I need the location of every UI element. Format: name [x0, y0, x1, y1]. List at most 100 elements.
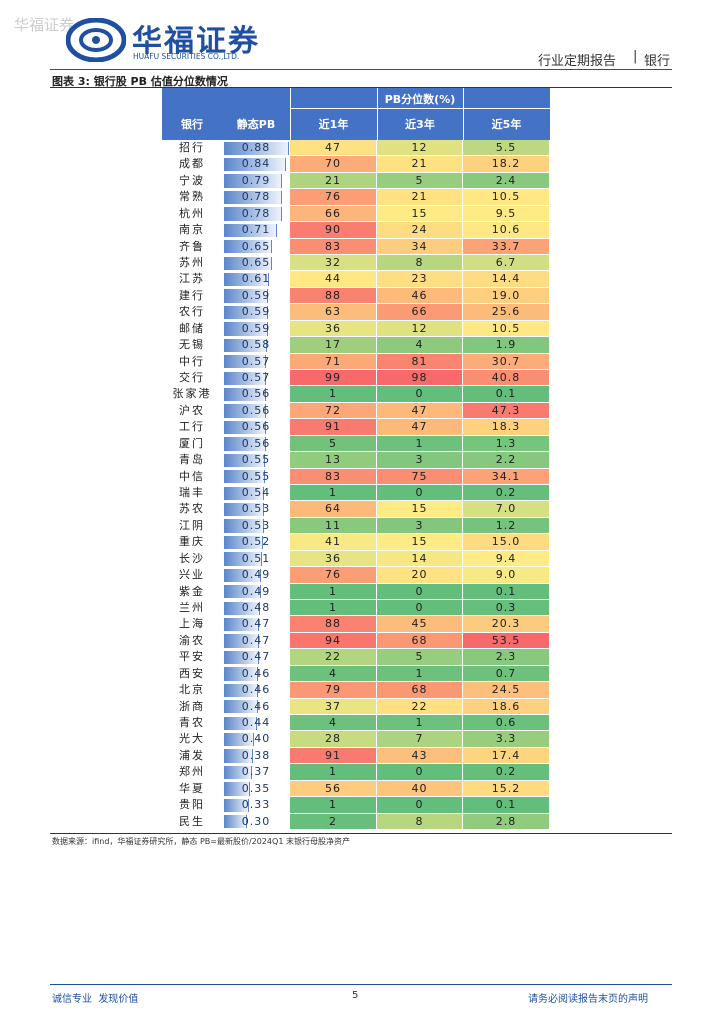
pb-value: 0.59 — [222, 304, 290, 321]
watermark: 华福证券 — [14, 16, 75, 34]
pb-value: 0.51 — [222, 551, 290, 568]
caption: 图表 3: 银行股 PB 估值分位数情况 — [52, 75, 228, 88]
percentile-value: 37 — [290, 698, 377, 715]
group-header: PB分位数(%) — [384, 93, 456, 106]
data-bar — [224, 601, 260, 615]
data-bar — [224, 617, 260, 632]
percentile-value: 36 — [290, 320, 377, 338]
percentile-value: 1 — [290, 600, 377, 617]
source-rule — [50, 833, 672, 834]
data-bar — [224, 387, 266, 402]
percentile-value: 0.2 — [463, 485, 550, 502]
pb-value: 0.65 — [222, 239, 290, 255]
bank-name: 厦门 — [162, 436, 222, 453]
percentile-value: 0.1 — [463, 583, 550, 600]
bank-name: 无锡 — [162, 337, 222, 354]
percentile-value: 0.3 — [463, 600, 550, 617]
bank-name: 浦发 — [162, 748, 222, 765]
bank-name: 华夏 — [162, 781, 222, 798]
percentile-value: 10.5 — [463, 189, 550, 206]
percentile-value: 18.6 — [463, 698, 550, 715]
data-bar — [224, 470, 265, 484]
data-bar — [224, 486, 265, 500]
percentile-value: 2.3 — [463, 649, 550, 666]
percentile-value: 21 — [290, 172, 377, 190]
percentile-value: 66 — [377, 304, 463, 321]
data-bar — [224, 552, 263, 566]
pb-value: 0.59 — [222, 288, 290, 305]
pb-value: 0.57 — [222, 354, 290, 370]
percentile-value: 0.7 — [463, 665, 550, 683]
header-rule — [50, 69, 672, 70]
bank-name: 上海 — [162, 616, 222, 633]
percentile-value: 24 — [377, 222, 463, 239]
bank-name: 贵阳 — [162, 797, 222, 814]
percentile-value: 83 — [290, 468, 377, 485]
percentile-value: 88 — [290, 616, 377, 633]
footer-right: 请务必阅读报告末页的声明 — [528, 994, 648, 1005]
report-type: 行业定期报告 — [538, 54, 617, 69]
percentile-value: 28 — [290, 731, 377, 748]
pb-value: 0.65 — [222, 255, 290, 272]
column-header: 静态PB — [236, 118, 276, 131]
percentile-value: 4 — [377, 337, 463, 354]
percentile-value: 7 — [377, 731, 463, 748]
percentile-value: 99 — [290, 370, 377, 387]
percentile-value: 46 — [377, 287, 463, 305]
bank-name: 紫金 — [162, 584, 222, 600]
percentile-value: 76 — [290, 189, 377, 206]
bank-name: 兴业 — [162, 567, 222, 584]
percentile-value: 1 — [290, 797, 377, 814]
pb-value: 0.84 — [222, 156, 290, 173]
bank-name: 江苏 — [162, 271, 222, 288]
percentile-value: 2.4 — [463, 172, 550, 190]
percentile-value: 17.4 — [463, 747, 550, 765]
percentile-value: 7.0 — [463, 501, 550, 518]
percentile-value: 79 — [290, 682, 377, 699]
percentile-value: 11 — [290, 517, 377, 535]
percentile-value: 45 — [377, 616, 463, 633]
logo-mark — [66, 18, 126, 62]
percentile-value: 1.3 — [463, 435, 550, 453]
pb-value: 0.40 — [222, 731, 290, 748]
percentile-value: 1.9 — [463, 337, 550, 354]
pb-value: 0.46 — [222, 699, 290, 715]
percentile-value: 12 — [377, 320, 463, 338]
data-bar — [224, 190, 282, 205]
header-divider — [290, 88, 291, 140]
percentile-value: 34 — [377, 238, 463, 255]
percentile-value: 18.3 — [463, 419, 550, 436]
percentile-value: 94 — [290, 632, 377, 650]
header-divider — [463, 88, 464, 140]
percentile-value: 18.2 — [463, 156, 550, 173]
pb-value: 0.48 — [222, 600, 290, 617]
column-header: 近5年 — [491, 118, 522, 131]
data-bar — [224, 371, 267, 385]
percentile-value: 10.5 — [463, 320, 550, 338]
pb-value: 0.49 — [222, 567, 290, 584]
data-bar — [224, 141, 289, 155]
pb-value: 0.59 — [222, 321, 290, 338]
data-bar — [224, 732, 255, 747]
percentile-value: 19.0 — [463, 287, 550, 305]
percentile-value: 30.7 — [463, 353, 550, 370]
data-bar — [224, 223, 277, 238]
percentile-value: 81 — [377, 353, 463, 370]
percentile-value: 3.3 — [463, 731, 550, 748]
percentile-value: 0.1 — [463, 386, 550, 403]
percentile-value: 32 — [290, 255, 377, 272]
data-bar — [224, 700, 259, 714]
bank-name: 齐鲁 — [162, 239, 222, 255]
pb-value: 0.78 — [222, 189, 290, 206]
pb-value: 0.49 — [222, 584, 290, 600]
percentile-value: 14.4 — [463, 271, 550, 288]
percentile-value: 2 — [290, 813, 377, 830]
pb-value: 0.56 — [222, 436, 290, 453]
percentile-value: 17 — [290, 337, 377, 354]
percentile-value: 15 — [377, 501, 463, 518]
data-bar — [224, 535, 263, 550]
percentile-value: 25.6 — [463, 304, 550, 321]
percentile-value: 64 — [290, 501, 377, 518]
percentile-value: 0.2 — [463, 764, 550, 781]
